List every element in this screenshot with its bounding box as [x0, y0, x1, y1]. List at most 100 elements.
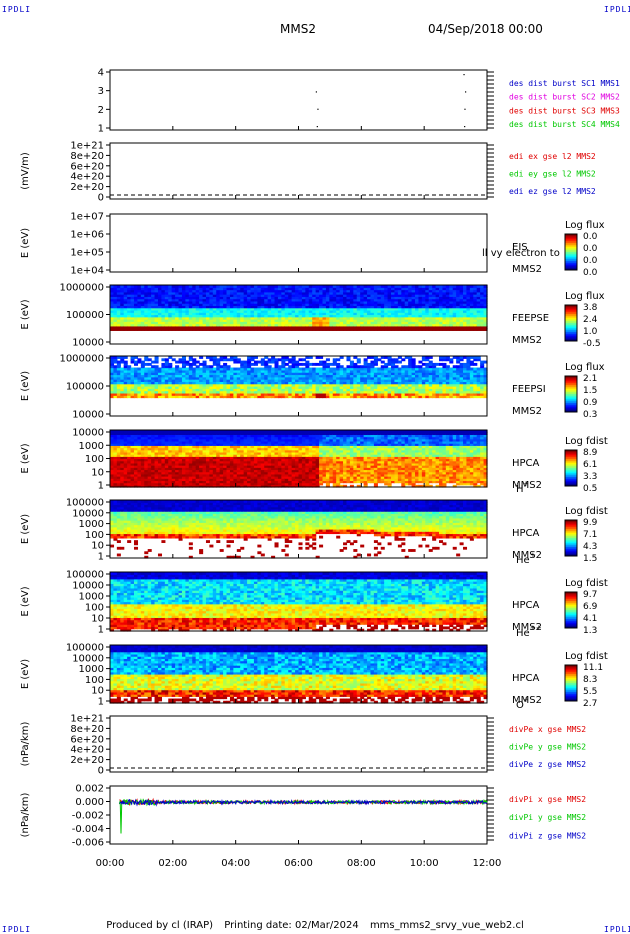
spectrogram-cell — [319, 300, 324, 304]
spectrogram-cell — [178, 291, 183, 295]
scatter-point — [465, 91, 467, 93]
y-axis-label: E (eV) — [20, 228, 31, 258]
colorbar-tick-label: 1.0 — [583, 327, 598, 337]
spectrogram-cell — [284, 291, 289, 295]
spectrogram-cell — [343, 285, 348, 288]
spectrogram-cell — [209, 296, 214, 300]
spectrogram-cell — [315, 303, 320, 307]
spectrogram-cell — [236, 328, 241, 331]
spectrogram-cell — [219, 316, 224, 320]
spectrogram-cell — [271, 291, 276, 295]
spectrogram-cell — [360, 321, 365, 325]
spectrogram-cell — [233, 325, 238, 329]
spectrogram-cell — [387, 289, 392, 293]
spectrogram-cell — [202, 287, 207, 291]
spectrogram-cell — [202, 360, 207, 364]
spectrogram-cell — [151, 298, 156, 302]
spectrogram-cell — [346, 328, 351, 331]
spectrogram-cell — [295, 296, 300, 300]
spectrogram-cell — [137, 285, 142, 288]
spectrogram-cell — [394, 303, 399, 307]
spectrogram-cell — [202, 312, 207, 316]
spectrogram-cell — [373, 367, 378, 371]
spectrogram-cell — [195, 323, 200, 327]
legend-entry: des dist burst SC1 MMS1 — [509, 79, 620, 88]
spectrogram-cell — [305, 314, 310, 318]
spectrogram-cell — [332, 300, 337, 304]
spectrogram-cell — [250, 362, 255, 366]
spectrogram-cell — [394, 298, 399, 302]
spectrogram-cell — [315, 323, 320, 327]
spectrogram-cell — [116, 309, 121, 313]
spectrogram-cell — [157, 316, 163, 320]
spectrogram-cell — [380, 303, 385, 307]
spectrogram-cell — [380, 307, 385, 311]
spectrogram-cell — [185, 316, 190, 320]
spectrogram-cell — [271, 296, 276, 300]
spectrogram-cell — [319, 367, 324, 371]
spectrogram-cell — [175, 291, 180, 295]
spectrogram-cell — [349, 323, 354, 327]
spectrogram-cell — [288, 328, 293, 331]
spectrogram-cell — [370, 309, 375, 313]
spectrogram-cell — [216, 314, 221, 318]
spectrogram-cell — [253, 321, 258, 325]
spectrogram-cell — [312, 296, 317, 300]
spectrogram-cell — [133, 291, 139, 295]
spectrogram-cell — [240, 300, 245, 304]
spectrogram-cell — [154, 298, 159, 302]
spectrogram-cell — [370, 289, 375, 293]
spectrogram-cell — [346, 316, 351, 320]
spectrogram-cell — [384, 323, 389, 327]
spectrogram-cell — [274, 287, 279, 291]
spectrogram-cell — [322, 287, 327, 291]
spectrogram-cell — [137, 305, 142, 309]
spectrogram-cell — [223, 319, 228, 322]
spectrogram-cell — [367, 285, 372, 288]
spectrogram-cell — [199, 309, 204, 313]
spectrogram-cell — [243, 305, 248, 309]
spectrogram-cell — [291, 294, 296, 297]
spectrogram-cell — [281, 298, 286, 302]
spectrogram-cell — [113, 298, 118, 302]
spectrogram-cell — [367, 325, 372, 329]
spectrogram-cell — [110, 319, 115, 322]
spectrogram-cell — [353, 314, 358, 318]
spectrogram-cell — [175, 316, 180, 320]
spectrogram-cell — [127, 287, 132, 291]
spectrogram-cell — [301, 300, 306, 304]
spectrogram-cell — [147, 291, 152, 295]
spectrogram-cell — [223, 328, 228, 331]
spectrogram-cell — [133, 325, 139, 329]
spectrogram-cell — [367, 289, 372, 293]
spectrogram-cell — [233, 303, 238, 307]
spectrogram-cell — [264, 309, 269, 313]
spectrogram-cell — [223, 287, 228, 291]
spectrogram-cell — [373, 307, 378, 311]
spectrogram-cell — [243, 314, 248, 318]
spectrogram-cell — [151, 365, 156, 369]
spectrogram-cell — [257, 296, 262, 300]
spectrogram-cell — [267, 287, 272, 291]
spectrogram-cell — [305, 298, 310, 302]
spectrogram-cell — [199, 328, 204, 331]
spectrogram-cell — [267, 316, 272, 320]
spectrogram-cell — [267, 296, 272, 300]
spectrogram-cell — [144, 294, 149, 297]
spectrogram-cell — [308, 319, 313, 322]
spectrogram-cell — [401, 325, 406, 329]
spectrogram-cell — [144, 296, 149, 300]
spectrogram-cell — [226, 294, 231, 297]
spectrogram-cell — [192, 296, 197, 300]
spectrogram-cell — [281, 305, 286, 309]
spectrogram-cell — [264, 323, 269, 327]
spectrogram-cell — [185, 319, 190, 322]
spectrogram-cell — [384, 319, 389, 322]
spectrogram-cell — [192, 323, 197, 327]
spectrogram-cell — [284, 289, 289, 293]
spectrogram-cell — [380, 365, 385, 369]
spectrogram-cell — [178, 309, 183, 313]
colorbar-swatch — [565, 250, 577, 253]
spectrogram-cell — [319, 321, 324, 325]
spectrogram-cell — [168, 319, 173, 322]
